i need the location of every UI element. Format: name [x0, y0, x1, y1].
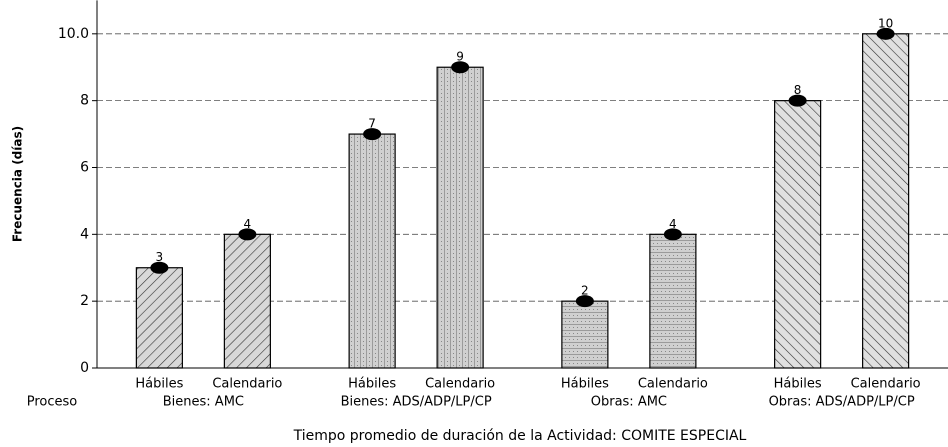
y-tick-label: 0 [80, 360, 89, 376]
x-tick-label: Hábiles [774, 377, 822, 392]
y-axis-label: Frecuencia (días) [11, 126, 25, 242]
x-tick-label: Calendario [851, 377, 921, 392]
x-tick-label: Calendario [638, 377, 708, 392]
bar [348, 133, 396, 369]
group-label: Obras: AMC [591, 395, 667, 410]
point-marker [876, 27, 895, 40]
x-axis-label: Tiempo promedio de duración de la Activi… [293, 428, 747, 444]
x-tick-label: Hábiles [348, 377, 396, 392]
bar [135, 267, 183, 369]
point-marker [451, 61, 470, 74]
y-tick-label: 10.0 [58, 26, 89, 42]
bar [561, 300, 609, 369]
point-marker [663, 228, 682, 241]
data-label: 9 [456, 50, 464, 64]
data-label: 2 [581, 284, 589, 298]
data-label: 4 [669, 217, 677, 231]
bar [223, 233, 271, 369]
bar [649, 233, 697, 369]
x-tick-label: Calendario [212, 377, 282, 392]
x-tick-label: Hábiles [561, 377, 609, 392]
y-tick-label: 6 [80, 159, 89, 175]
point-marker [575, 295, 594, 308]
x-tick-label: Hábiles [135, 377, 183, 392]
bar [436, 66, 484, 369]
group-axis-label: Proceso [27, 395, 78, 410]
group-label: Bienes: AMC [163, 395, 244, 410]
data-label: 3 [156, 250, 164, 264]
point-marker [150, 261, 169, 274]
y-tick-label: 2 [80, 293, 89, 309]
point-marker [238, 228, 257, 241]
data-label: 7 [368, 117, 376, 131]
data-label: 8 [794, 83, 802, 97]
bar [774, 100, 822, 369]
group-label: Obras: ADS/ADP/LP/CP [769, 395, 915, 410]
bar [862, 33, 910, 369]
group-label: Bienes: ADS/ADP/LP/CP [341, 395, 492, 410]
y-tick-label: 4 [80, 226, 89, 242]
point-marker [788, 94, 807, 107]
data-label: 10 [878, 16, 893, 30]
x-tick-label: Calendario [425, 377, 495, 392]
data-label: 4 [244, 217, 252, 231]
point-marker [363, 128, 382, 141]
y-tick-label: 8 [80, 93, 89, 109]
